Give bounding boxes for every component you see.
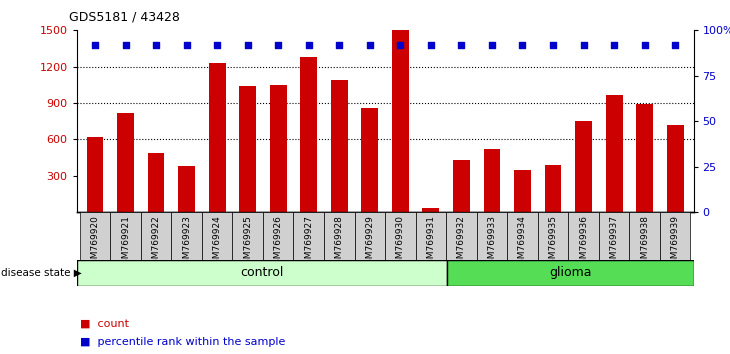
Bar [263,212,293,260]
Bar [415,212,446,260]
Point [608,42,620,47]
Text: GSM769938: GSM769938 [640,215,649,270]
Bar [660,212,691,260]
Text: GSM769929: GSM769929 [365,215,374,270]
Bar [447,260,694,286]
Text: GSM769927: GSM769927 [304,215,313,270]
Bar [172,212,202,260]
Bar [575,121,592,212]
Point [394,42,406,47]
Point [669,42,681,47]
Bar [293,212,324,260]
Point [517,42,529,47]
Text: GDS5181 / 43428: GDS5181 / 43428 [69,11,180,24]
Point [120,42,131,47]
Text: ■  count: ■ count [80,319,129,329]
Point [364,42,376,47]
Bar [232,212,263,260]
Bar [453,160,470,212]
Bar [178,166,195,212]
Point [242,42,253,47]
Bar [209,63,226,212]
Point [456,42,467,47]
Bar [202,212,232,260]
Text: GSM769934: GSM769934 [518,215,527,270]
Bar [538,212,568,260]
Point [425,42,437,47]
Bar [361,108,378,212]
Point [89,42,101,47]
Bar [324,212,355,260]
Point [639,42,650,47]
Text: GSM769933: GSM769933 [488,215,496,270]
Bar [300,57,317,212]
Point [211,42,223,47]
Point [334,42,345,47]
Bar [446,212,477,260]
Text: GSM769924: GSM769924 [212,215,222,269]
Bar [270,85,287,212]
Bar [77,260,447,286]
Bar [599,212,629,260]
Bar [117,113,134,212]
Bar [355,212,385,260]
Text: GSM769923: GSM769923 [182,215,191,270]
Bar [666,125,683,212]
Bar [80,212,110,260]
Point [486,42,498,47]
Bar [514,170,531,212]
Bar [606,95,623,212]
Text: GSM769926: GSM769926 [274,215,283,270]
Text: glioma: glioma [549,267,591,279]
Bar [483,149,500,212]
Bar [545,165,561,212]
Text: GSM769925: GSM769925 [243,215,252,270]
Text: GSM769932: GSM769932 [457,215,466,270]
Text: GSM769930: GSM769930 [396,215,405,270]
Point [548,42,559,47]
Text: ■  percentile rank within the sample: ■ percentile rank within the sample [80,337,285,347]
Text: GSM769936: GSM769936 [579,215,588,270]
Bar [507,212,538,260]
Bar [423,207,439,212]
Text: disease state ▶: disease state ▶ [1,268,82,278]
Point [577,42,589,47]
Point [272,42,284,47]
Bar [637,104,653,212]
Bar [239,86,256,212]
Text: GSM769920: GSM769920 [91,215,99,270]
Text: GSM769935: GSM769935 [548,215,558,270]
Point [150,42,162,47]
Bar [141,212,172,260]
Bar [110,212,141,260]
Text: control: control [240,267,283,279]
Text: GSM769937: GSM769937 [610,215,618,270]
Bar [87,137,104,212]
Point [181,42,193,47]
Text: GSM769922: GSM769922 [152,215,161,269]
Text: GSM769931: GSM769931 [426,215,435,270]
Bar [392,30,409,212]
Bar [477,212,507,260]
Text: GSM769928: GSM769928 [335,215,344,270]
Bar [331,80,347,212]
Bar [568,212,599,260]
Bar [629,212,660,260]
Bar [147,153,164,212]
Point [303,42,315,47]
Text: GSM769921: GSM769921 [121,215,130,270]
Bar [385,212,415,260]
Text: GSM769939: GSM769939 [671,215,680,270]
